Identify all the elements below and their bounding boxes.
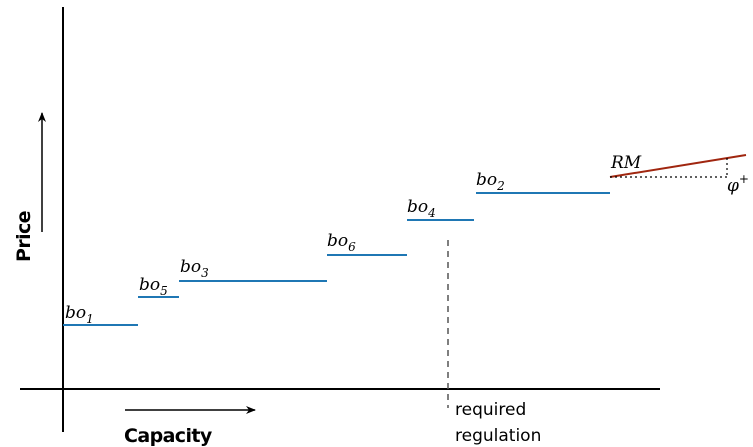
phi-plus-label: φ+	[727, 172, 749, 196]
y-axis-title: Price	[13, 211, 35, 262]
required-regulation-label-2: regulation	[455, 426, 541, 446]
bid-label-bo5: bo5	[139, 275, 168, 298]
required-regulation-label: required	[455, 400, 526, 420]
bid-label-bo6: bo6	[327, 231, 356, 254]
bid-label-bo3: bo3	[180, 257, 209, 280]
bid-label-bo2: bo2	[476, 170, 505, 193]
rm-line	[609, 154, 747, 178]
rm-label: RM	[610, 153, 642, 173]
x-axis-title: Capacity	[124, 425, 213, 447]
bid-label-bo4: bo4	[407, 197, 436, 220]
bid-label-bo1: bo1	[65, 303, 94, 326]
